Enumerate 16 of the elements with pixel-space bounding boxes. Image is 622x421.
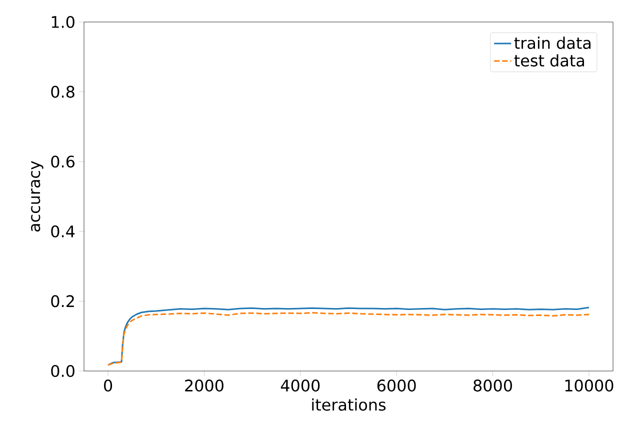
y-tick-label: 0.8 — [51, 86, 74, 98]
x-axis-title: iterations — [312, 398, 386, 411]
x-tick-label: 2000 — [185, 380, 224, 392]
legend-label: test data — [514, 54, 584, 67]
y-tick-label: 0.2 — [51, 295, 74, 308]
x-tick-label: 8000 — [474, 380, 512, 392]
y-tick-label: 0.6 — [51, 156, 74, 168]
x-tick-label: 6000 — [377, 380, 416, 392]
x-tick-label: 4000 — [280, 380, 320, 392]
x-tick-label: 0 — [104, 380, 112, 392]
y-tick-label: 1.0 — [52, 16, 74, 28]
y-tick-label: 0.4 — [51, 225, 75, 238]
y-axis-title: accuracy — [31, 161, 44, 232]
x-tick-label: 10000 — [565, 380, 614, 392]
y-tick-label: 0.0 — [51, 364, 74, 378]
legend-label: train data — [514, 36, 590, 49]
